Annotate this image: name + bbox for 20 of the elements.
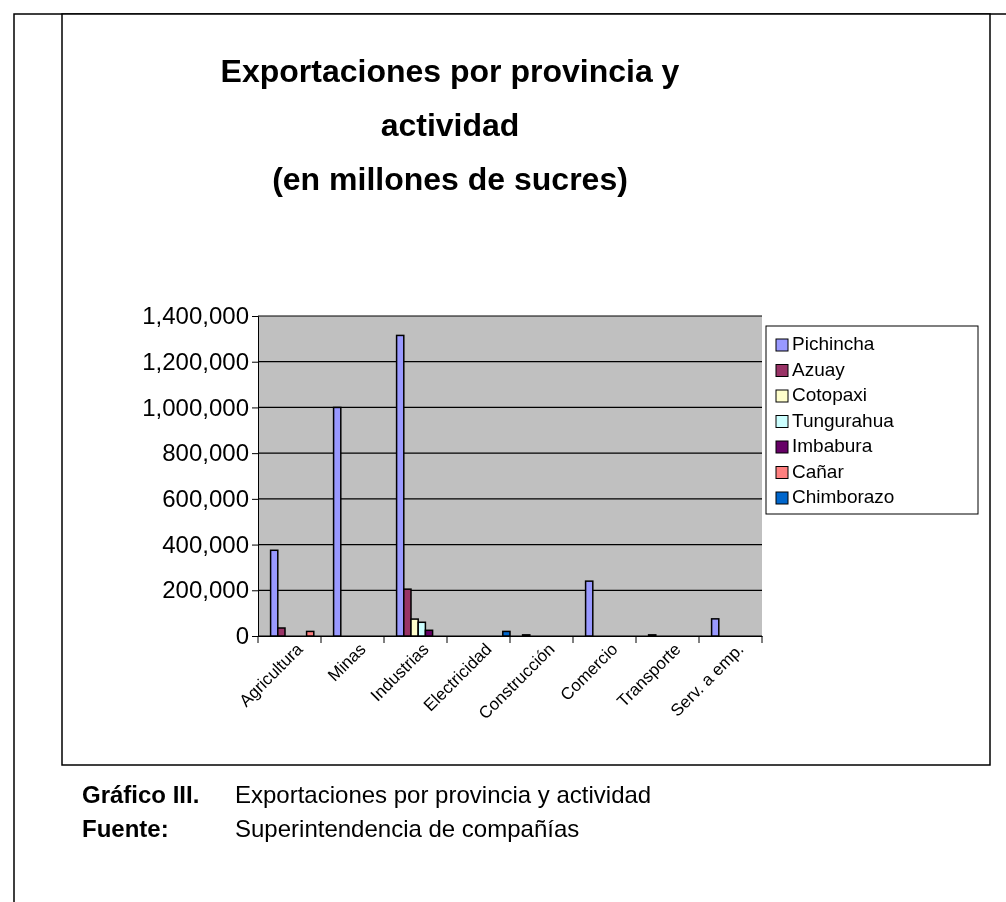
legend-label: Chimborazo (792, 486, 895, 507)
text: Gráfico III. (82, 781, 200, 808)
source-note: Fuente: (82, 815, 169, 842)
legend-label: Tungurahua (792, 409, 895, 431)
y-tick-label: 1,400,000 (142, 302, 249, 330)
legend-label: Imbabura (792, 435, 873, 456)
chart-title: Exportaciones por provincia y actividad (en millones de sucres) (220, 53, 680, 197)
legend-label: Azuay (792, 358, 846, 380)
y-tick-label: 600,000 (162, 485, 249, 513)
y-tick-label: 0 (235, 622, 249, 650)
y-tick-label: 400,000 (162, 530, 249, 558)
text: Superintendencia de compañías (235, 815, 580, 842)
text: Exportaciones por provincia y actividad (235, 781, 652, 808)
legend-label: Pichincha (792, 333, 875, 354)
legend-label: Cañar (792, 460, 845, 482)
y-tick-label: 800,000 (162, 439, 249, 467)
y-tick-label: 1,200,000 (142, 347, 249, 375)
y-tick-label: 1,000,000 (142, 393, 249, 421)
y-tick-label: 200,000 (162, 576, 249, 604)
legend-label: Cotopaxi (792, 384, 867, 405)
